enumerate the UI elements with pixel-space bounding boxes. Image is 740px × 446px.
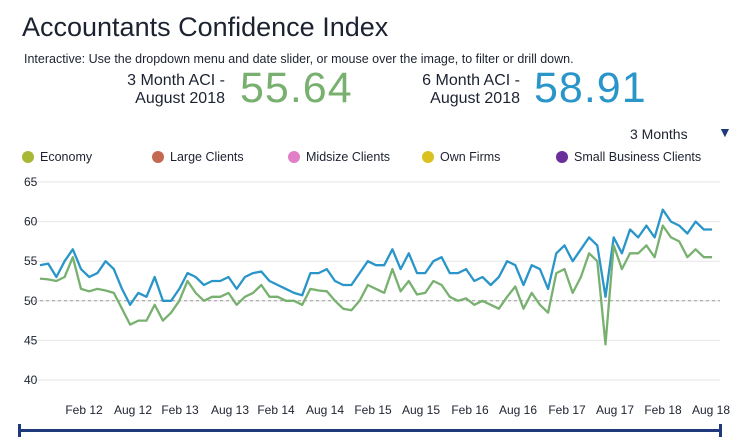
legend-item[interactable]: Midsize Clients	[288, 150, 390, 164]
page-title: Accountants Confidence Index	[22, 12, 389, 42]
y-tick-label: 55	[24, 254, 38, 268]
x-tick-label: Feb 17	[548, 403, 586, 417]
legend-label: Own Firms	[440, 150, 501, 164]
x-tick-label: Feb 18	[644, 403, 682, 417]
x-tick-label: Aug 13	[211, 403, 249, 417]
legend-label: Midsize Clients	[306, 150, 391, 164]
y-tick-label: 40	[24, 373, 38, 387]
chart-legend: Economy Large Clients Midsize Clients Own F…	[22, 150, 722, 168]
series-line[interactable]	[39, 224, 712, 346]
legend-label: Economy	[40, 150, 93, 164]
kpi-three-month-label-line2: August 2018	[135, 90, 225, 107]
x-tick-label: Aug 14	[306, 403, 344, 417]
kpi-six-month-label-line1: 6 Month ACI -	[422, 72, 520, 89]
date-slider-right-handle[interactable]	[719, 424, 722, 437]
legend-dot-icon	[556, 151, 568, 163]
page-subtitle: Interactive: Use the dropdown menu and d…	[24, 52, 574, 66]
x-tick-label: Aug 17	[596, 403, 634, 417]
period-dropdown[interactable]: 3 Months	[630, 126, 688, 142]
x-tick-label: Feb 12	[65, 403, 103, 417]
legend-label: Large Clients	[170, 150, 244, 164]
y-tick-label: 60	[24, 215, 38, 229]
kpi-three-month-value: 55.64	[240, 64, 353, 112]
x-tick-label: Feb 15	[354, 403, 392, 417]
kpi-six-month-label-line2: August 2018	[430, 90, 520, 107]
x-tick-label: Feb 16	[451, 403, 489, 417]
legend-dot-icon	[152, 151, 164, 163]
legend-label: Small Business Clients	[574, 150, 702, 164]
date-slider-left-handle[interactable]	[18, 424, 21, 437]
chevron-down-icon[interactable]: ▼	[718, 124, 732, 140]
x-tick-label: Feb 14	[257, 403, 295, 417]
y-tick-label: 45	[24, 333, 38, 347]
y-tick-label: 65	[24, 175, 38, 189]
x-tick-label: Aug 16	[499, 403, 537, 417]
x-tick-label: Aug 18	[692, 403, 730, 417]
x-tick-label: Aug 12	[114, 403, 152, 417]
legend-item[interactable]: Own Firms	[422, 150, 500, 164]
kpi-six-month-value: 58.91	[534, 64, 647, 112]
legend-dot-icon	[22, 151, 34, 163]
x-tick-label: Feb 13	[161, 403, 199, 417]
kpi-three-month-label: 3 Month ACI - August 2018	[25, 72, 225, 108]
legend-item[interactable]: Economy	[22, 150, 92, 164]
legend-dot-icon	[288, 151, 300, 163]
x-tick-label: Aug 15	[402, 403, 440, 417]
date-slider-track[interactable]	[18, 429, 722, 432]
kpi-three-month-label-line1: 3 Month ACI -	[127, 72, 225, 89]
legend-dot-icon	[422, 151, 434, 163]
series-line[interactable]	[39, 208, 712, 306]
kpi-six-month-label: 6 Month ACI - August 2018	[320, 72, 520, 108]
legend-item[interactable]: Small Business Clients	[556, 150, 701, 164]
legend-item[interactable]: Large Clients	[152, 150, 244, 164]
